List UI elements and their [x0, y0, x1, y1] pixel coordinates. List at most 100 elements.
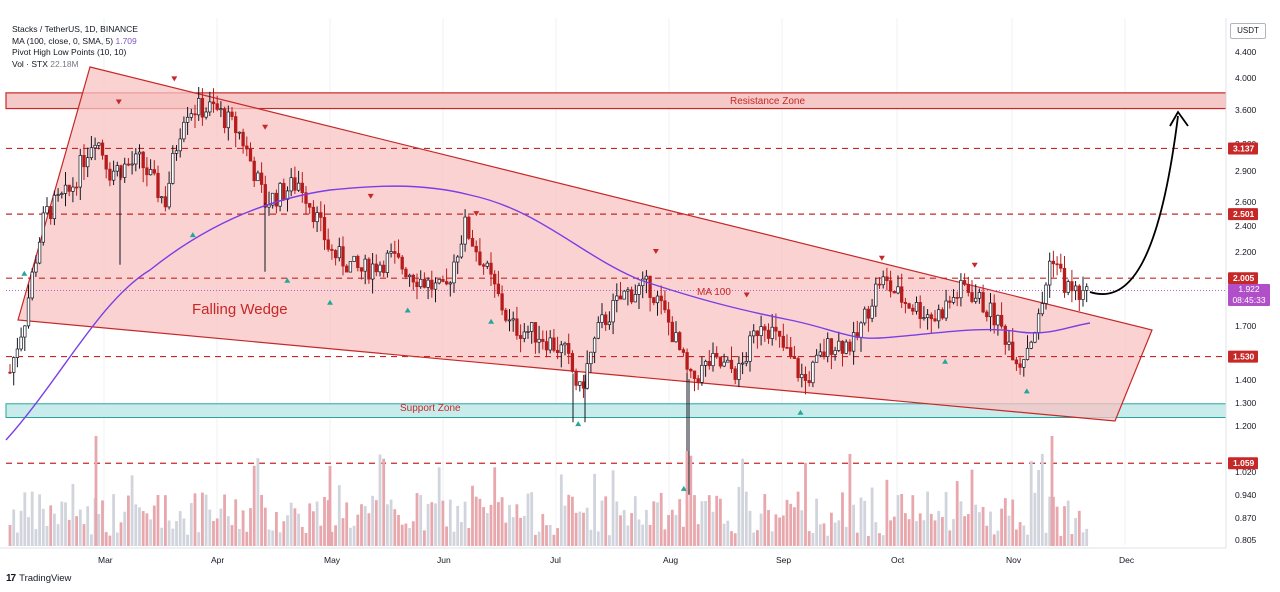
candle-body [304, 192, 308, 204]
candle-body [970, 292, 974, 302]
volume-bar [885, 479, 889, 546]
candle-body [34, 262, 38, 273]
price-level-value: 3.137 [1233, 143, 1255, 153]
candle-body [1036, 313, 1041, 333]
volume-bar [596, 531, 600, 546]
volume-bar [922, 520, 926, 546]
volume-bar [645, 509, 648, 546]
volume-bar [275, 512, 278, 546]
volume-bar [238, 528, 241, 546]
volume-bar [16, 532, 19, 546]
candle-body [533, 322, 538, 343]
candle-body [515, 318, 519, 336]
candle-body [552, 337, 556, 351]
volume-bar [393, 509, 397, 546]
candle-body [493, 273, 497, 285]
volume-bar [489, 504, 493, 546]
volume-bar [497, 502, 500, 546]
candle-body [644, 275, 649, 280]
y-tick-label: 0.870 [1235, 513, 1257, 523]
volume-bar [896, 495, 900, 546]
volume-bar [108, 535, 112, 546]
countdown: 08:45:33 [1232, 295, 1266, 305]
candle-body [356, 255, 360, 269]
volume-bar [430, 502, 434, 546]
volume-bar [630, 513, 633, 546]
pivot-low-marker [404, 307, 411, 313]
candle-body [574, 371, 578, 386]
candle-body [870, 305, 874, 319]
candle-body [404, 268, 408, 278]
candle-body [71, 186, 75, 192]
volume-bar [182, 518, 186, 546]
candle-body [315, 212, 319, 223]
pivot-high-marker [878, 255, 885, 261]
volume-bar [1022, 525, 1026, 546]
candle-body [156, 172, 160, 199]
volume-bar [511, 517, 515, 546]
volume-bar [152, 505, 156, 546]
volume-bar [733, 533, 737, 546]
x-tick-label: Mar [98, 555, 113, 565]
candle-body [230, 111, 234, 117]
candle-body [411, 274, 415, 283]
candle-body [108, 168, 112, 181]
candle-body [877, 283, 882, 286]
candle-body [100, 142, 105, 156]
x-tick-label: Jun [437, 555, 451, 565]
candle-body [341, 246, 345, 267]
volume-bar [519, 517, 522, 546]
candle-body [900, 286, 904, 303]
candle-body [948, 300, 952, 303]
currency-selector[interactable]: USDT [1230, 23, 1266, 39]
volume-bar [615, 501, 619, 546]
candle-body [26, 297, 31, 327]
pivot-high-marker [115, 99, 122, 105]
candle-body [359, 267, 364, 272]
candle-body [93, 144, 97, 149]
x-tick-label: Nov [1006, 555, 1022, 565]
volume-bar [1044, 532, 1048, 546]
candle-body [1014, 359, 1019, 365]
volume-bar [534, 534, 537, 546]
candle-body [463, 216, 467, 245]
candle-body [715, 353, 719, 358]
volume-bar [485, 513, 489, 546]
volume-bar [271, 530, 275, 546]
candle-body [45, 206, 49, 214]
volume-bar [471, 485, 474, 546]
volume-bar [911, 495, 915, 546]
volume-bar [374, 500, 378, 546]
volume-bar [482, 507, 485, 546]
candle-body [1051, 260, 1056, 265]
candle-body [367, 258, 371, 280]
candle-body [389, 251, 393, 254]
candle-body [911, 307, 915, 312]
volume-bar [360, 504, 363, 546]
candle-body [740, 362, 745, 365]
volume-bar [415, 493, 419, 546]
volume-bar [852, 504, 855, 546]
candle-body [167, 182, 171, 208]
x-tick-label: Jul [550, 555, 561, 565]
volume-bar [419, 495, 423, 546]
candle-body [37, 241, 42, 264]
volume-bar [352, 525, 356, 546]
candle-body [707, 360, 711, 367]
candle-body [215, 103, 219, 110]
candle-body [444, 281, 449, 285]
x-tick-label: Sep [776, 555, 791, 565]
candle-body [415, 281, 419, 288]
volume-bar [1070, 534, 1074, 546]
candle-body [563, 342, 567, 346]
candle-body [544, 341, 549, 351]
candle-body [86, 157, 90, 168]
candle-body [430, 279, 434, 290]
volume-bar [90, 534, 93, 546]
volume-bar [127, 495, 130, 546]
volume-bar [593, 473, 596, 546]
volume-bar [815, 498, 818, 546]
candle-body [859, 322, 863, 338]
volume-bar [67, 519, 71, 546]
